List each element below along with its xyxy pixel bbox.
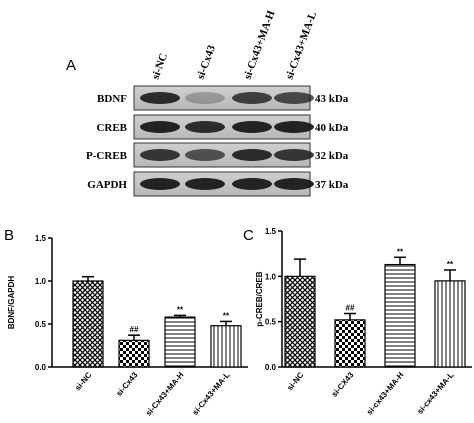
size-label: 32 kDa bbox=[315, 150, 349, 162]
panel-label: B bbox=[4, 227, 14, 244]
x-tick-label: si-NC bbox=[73, 370, 93, 392]
lane-label: si-NC bbox=[150, 52, 170, 81]
bar bbox=[118, 339, 150, 368]
bar bbox=[210, 325, 242, 368]
y-tick-label: 1.0 bbox=[265, 272, 277, 281]
y-tick-label: 0.0 bbox=[265, 363, 277, 372]
size-label: 43 kDa bbox=[315, 93, 349, 105]
y-tick-label: 1.0 bbox=[35, 277, 47, 286]
band bbox=[274, 121, 314, 133]
row-label: GAPDH bbox=[87, 179, 127, 191]
y-tick-label: 1.5 bbox=[35, 234, 47, 243]
size-label: 40 kDa bbox=[315, 122, 349, 134]
significance: ** bbox=[177, 305, 184, 314]
band bbox=[232, 178, 272, 190]
panel-label: C bbox=[243, 227, 254, 244]
y-axis-label: p-CREB/CREB bbox=[255, 271, 264, 326]
band bbox=[185, 121, 225, 133]
band bbox=[274, 178, 314, 190]
lane-label: si-Cx43+MA-L bbox=[284, 10, 320, 81]
bar bbox=[434, 280, 466, 368]
bar bbox=[384, 263, 416, 368]
row-label: CREB bbox=[96, 122, 127, 134]
y-tick-label: 0.5 bbox=[265, 318, 277, 327]
lane-label: si-Cx43 bbox=[195, 43, 219, 81]
panel-label: A bbox=[66, 57, 76, 74]
row-label: P-CREB bbox=[86, 150, 128, 162]
size-label: 37 kDa bbox=[315, 179, 349, 191]
significance: ** bbox=[223, 311, 230, 320]
bar bbox=[334, 319, 366, 368]
significance: ## bbox=[346, 304, 355, 313]
charts: B BDNF/GAPDH 0.0 0.5 1.0 1.5 si-NC ## si-Cx43 ** s… bbox=[4, 227, 472, 418]
band bbox=[232, 121, 272, 133]
band bbox=[140, 92, 180, 104]
y-axis-label: BDNF/GAPDH bbox=[7, 276, 16, 330]
x-tick-label: si-cx43+MA-L bbox=[415, 370, 455, 416]
bar bbox=[284, 275, 316, 368]
bar bbox=[164, 316, 196, 368]
x-tick-label: si-Cx43+MA-H bbox=[144, 370, 186, 417]
y-tick-label: 1.5 bbox=[265, 227, 277, 236]
lane-label: si-Cx43+MA-H bbox=[242, 9, 278, 81]
significance: ** bbox=[447, 260, 454, 269]
band bbox=[274, 149, 314, 161]
band bbox=[185, 149, 225, 161]
x-tick-label: si-CX43 bbox=[330, 370, 356, 399]
x-tick-label: si-Cx43 bbox=[114, 370, 140, 398]
band bbox=[185, 92, 225, 104]
bar bbox=[72, 280, 104, 368]
x-tick-label: si-cx43+MA-H bbox=[365, 370, 406, 416]
western-blot: A si-NC si-Cx43 si-Cx43+MA-H si-Cx43+MA-L BD… bbox=[66, 9, 349, 197]
band bbox=[140, 149, 180, 161]
row-label: BDNF bbox=[97, 93, 127, 105]
x-tick-label: si-Cx43+MA-L bbox=[190, 370, 231, 417]
band bbox=[232, 149, 272, 161]
band bbox=[185, 178, 225, 190]
band bbox=[232, 92, 272, 104]
band bbox=[274, 92, 314, 104]
significance: ## bbox=[130, 325, 139, 334]
significance: ** bbox=[397, 247, 404, 256]
y-tick-label: 0.0 bbox=[35, 363, 47, 372]
band bbox=[140, 121, 180, 133]
x-tick-label: si-NC bbox=[285, 370, 305, 392]
band bbox=[140, 178, 180, 190]
y-tick-label: 0.5 bbox=[35, 320, 47, 329]
